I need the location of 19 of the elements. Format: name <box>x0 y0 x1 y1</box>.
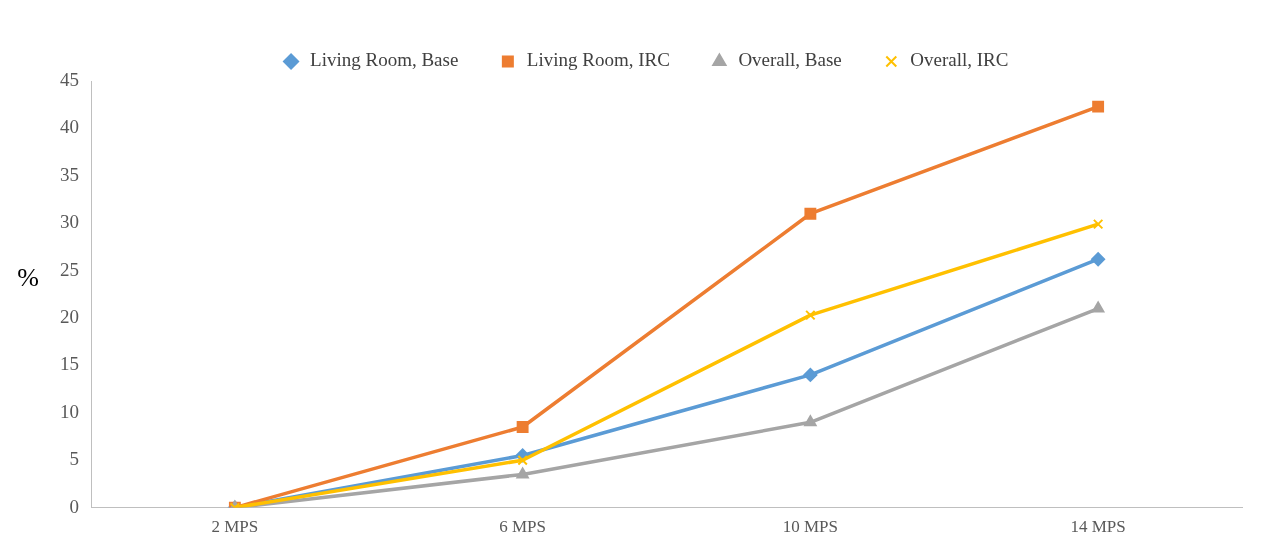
y-tick-label: 30 <box>60 211 79 233</box>
y-axis-title: % <box>16 263 40 293</box>
x-tick-label: 10 MPS <box>782 517 839 537</box>
y-tick-label: 5 <box>69 448 79 470</box>
x-tick-label: 14 MPS <box>1070 517 1126 537</box>
legend-label: Overall, IRC <box>910 49 1009 71</box>
legend-label: Living Room, IRC <box>526 49 670 71</box>
x-tick-label: 6 MPS <box>499 517 547 537</box>
x-tick-label: 2 MPS <box>211 517 259 537</box>
y-tick-label: 35 <box>60 163 79 185</box>
y-tick-label: 15 <box>60 353 79 375</box>
y-tick-label: 40 <box>60 116 79 138</box>
legend-label: Living Room, Base <box>310 49 459 71</box>
y-tick-label: 10 <box>60 400 79 422</box>
y-tick-label: 45 <box>60 68 79 90</box>
legend-label: Overall, Base <box>738 49 842 71</box>
y-tick-label: 0 <box>69 495 79 517</box>
y-tick-label: 20 <box>60 305 79 327</box>
y-tick-label: 25 <box>60 258 79 280</box>
